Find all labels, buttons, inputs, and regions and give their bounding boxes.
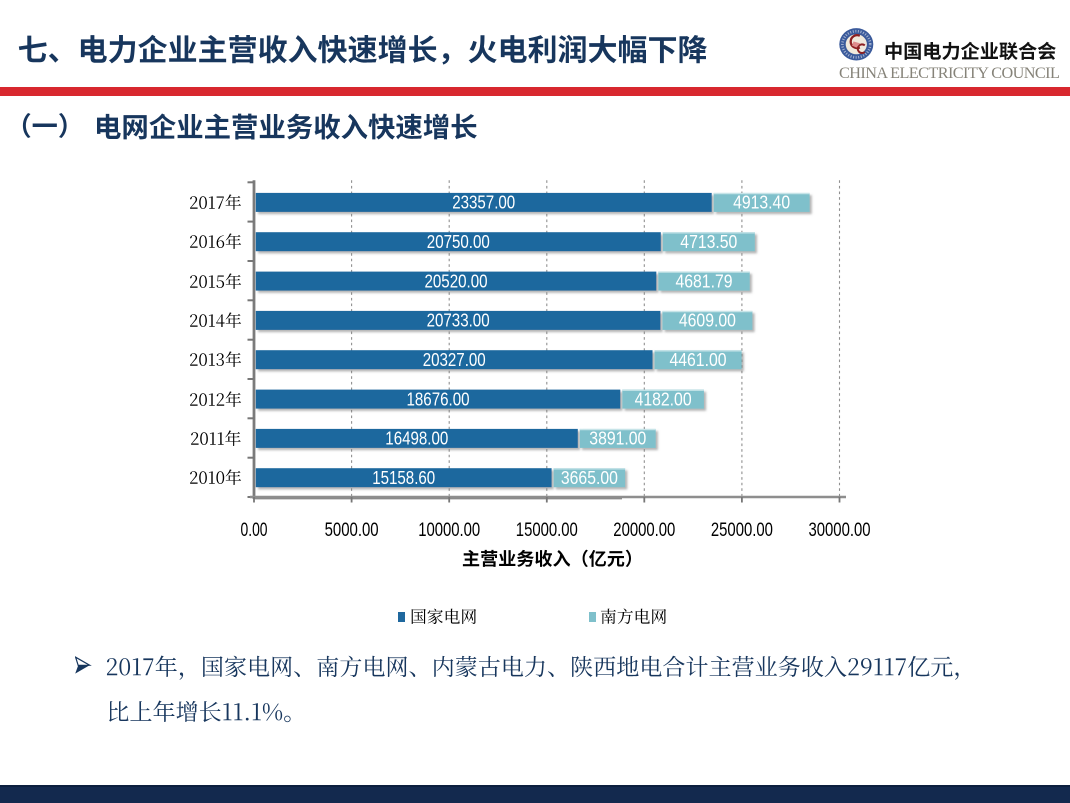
- svg-text:4182.00: 4182.00: [635, 389, 692, 409]
- svg-text:4681.79: 4681.79: [676, 271, 733, 291]
- svg-text:4461.00: 4461.00: [670, 350, 727, 370]
- svg-text:20327.00: 20327.00: [423, 350, 486, 370]
- svg-text:15158.60: 15158.60: [372, 468, 435, 488]
- svg-text:3891.00: 3891.00: [589, 429, 646, 449]
- svg-text:18676.00: 18676.00: [407, 389, 470, 409]
- svg-text:23357.00: 23357.00: [452, 193, 515, 213]
- svg-text:4913.40: 4913.40: [733, 193, 790, 213]
- svg-text:20000.00: 20000.00: [613, 519, 675, 541]
- svg-text:5000.00: 5000.00: [325, 519, 379, 541]
- svg-text:30000.00: 30000.00: [809, 519, 871, 541]
- svg-text:15000.00: 15000.00: [516, 519, 578, 541]
- svg-text:25000.00: 25000.00: [711, 519, 773, 541]
- svg-text:0.00: 0.00: [241, 519, 268, 541]
- svg-text:10000.00: 10000.00: [418, 519, 480, 541]
- svg-text:4713.50: 4713.50: [680, 232, 737, 252]
- svg-text:4609.00: 4609.00: [679, 311, 736, 331]
- svg-text:20750.00: 20750.00: [427, 232, 490, 252]
- svg-text:20733.00: 20733.00: [427, 311, 490, 331]
- svg-text:16498.00: 16498.00: [385, 429, 448, 449]
- svg-text:20520.00: 20520.00: [425, 271, 488, 291]
- svg-text:3665.00: 3665.00: [561, 468, 618, 488]
